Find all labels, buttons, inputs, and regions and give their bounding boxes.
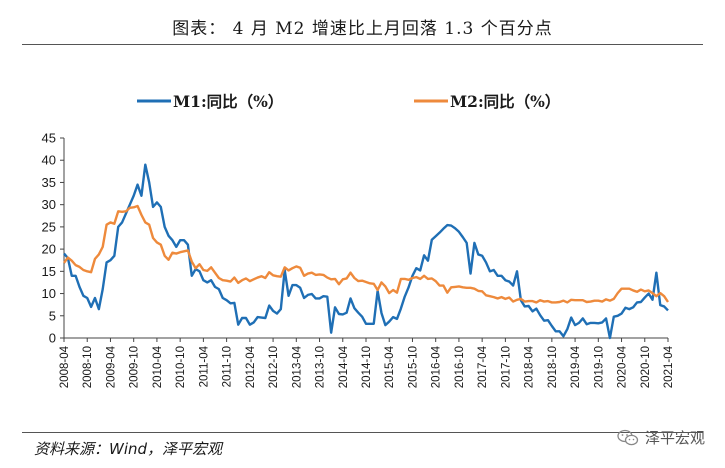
x-tick-label: 2012-10 [268, 346, 280, 388]
x-tick-label: 2010-04 [152, 345, 164, 388]
x-tick-label: 2010-10 [175, 346, 187, 388]
watermark: 泽平宏观 [617, 427, 705, 448]
x-tick-label: 2009-10 [129, 346, 141, 388]
x-tick-label: 2014-04 [338, 345, 350, 388]
y-tick-label: 25 [42, 219, 56, 234]
x-tick-label: 2015-04 [384, 345, 396, 388]
y-tick-label: 40 [42, 153, 56, 168]
x-tick-label: 2020-04 [617, 345, 629, 388]
series-line-m2 [63, 204, 669, 304]
x-tick-label: 2014-10 [361, 346, 373, 388]
y-tick-label: 10 [42, 286, 56, 301]
x-tick-label: 2019-04 [570, 345, 582, 388]
y-tick-label: 30 [42, 197, 56, 212]
x-tick-label: 2012-04 [245, 345, 257, 388]
footer-divider [22, 432, 703, 433]
x-tick-label: 2017-10 [500, 346, 512, 388]
y-tick-label: 35 [42, 175, 56, 190]
line-chart: 0 5 10 15 20 25 30 35 40 45 2008-04 2008-10 2009-04 2… [42, 92, 675, 388]
y-tick-label: 5 [49, 308, 56, 323]
x-tick-label: 2015-10 [407, 346, 419, 388]
x-tick-label: 2018-04 [524, 345, 536, 388]
legend-label-m1: M1:同比（%） [173, 92, 283, 111]
x-tick-label: 2009-04 [105, 345, 117, 388]
watermark-text: 泽平宏观 [644, 429, 705, 447]
page-title: 图表： 4 月 M2 增速比上月回落 1.3 个百分点 [172, 19, 553, 39]
y-tick-label: 20 [42, 242, 56, 257]
x-tick-label: 2011-04 [198, 345, 210, 387]
x-tick-label: 2021-04 [663, 345, 675, 388]
x-tick-label: 2013-04 [291, 345, 303, 388]
x-tick-label: 2013-10 [315, 346, 327, 388]
x-tick-label: 2016-10 [454, 346, 466, 388]
x-tick-label: 2008-04 [59, 345, 71, 388]
source-note: 资料来源：Wind，泽平宏观 [34, 440, 223, 458]
wechat-icon [617, 429, 639, 445]
x-tick-label: 2011-10 [222, 346, 234, 387]
series-line-m1 [63, 163, 669, 340]
x-tick-label: 2016-04 [431, 345, 443, 388]
title-divider [22, 44, 703, 45]
x-tick-label: 2017-04 [477, 345, 489, 388]
y-tick-label: 15 [42, 264, 56, 279]
y-tick-label: 0 [49, 331, 56, 346]
x-tick-label: 2020-10 [640, 346, 652, 388]
x-tick-label: 2018-10 [547, 346, 559, 388]
x-tick-label: 2019-10 [593, 346, 605, 388]
x-tick-label: 2008-10 [82, 346, 94, 388]
legend-label-m2: M2:同比（%） [450, 92, 560, 111]
y-tick-label: 45 [42, 131, 56, 146]
